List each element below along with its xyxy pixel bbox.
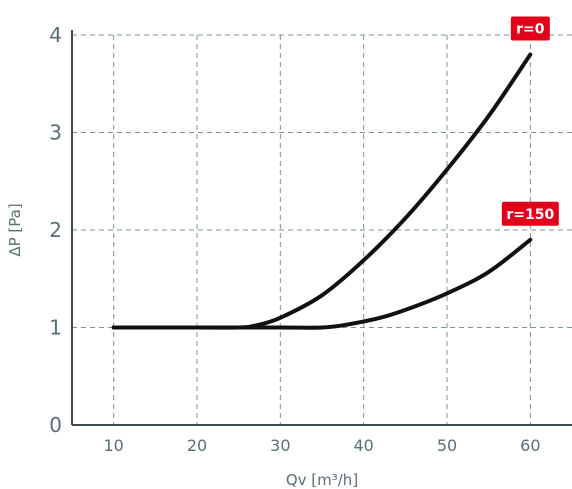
y-tick-label-0: 0 xyxy=(49,413,62,437)
y-tick-label-3: 3 xyxy=(49,121,62,145)
x-tick-label-30: 30 xyxy=(270,436,290,455)
x-tick-label-10: 10 xyxy=(103,436,123,455)
y-tick-label-4: 4 xyxy=(49,23,62,47)
series-line-r-150 xyxy=(111,237,533,330)
series-label-badge xyxy=(510,16,550,41)
y-axis-title: ΔP [Pa] xyxy=(6,203,24,256)
series-line-r-0 xyxy=(111,52,533,330)
x-tick-label-20: 20 xyxy=(187,436,207,455)
x-tick-label-40: 40 xyxy=(353,436,373,455)
tick-labels: 10 20 30 40 50 60 0 1 2 3 4 xyxy=(49,23,540,455)
x-tick-label-50: 50 xyxy=(437,436,457,455)
series-label-r-150: r=150 xyxy=(501,201,559,226)
series-label-badge xyxy=(501,201,559,226)
series-label-text: r=0 xyxy=(516,22,545,38)
series-label-text: r=150 xyxy=(506,207,554,223)
y-tick-label-2: 2 xyxy=(49,218,62,242)
grid xyxy=(72,34,572,425)
series xyxy=(111,52,533,330)
series-labels: r=0 r=150 xyxy=(501,16,559,226)
axes xyxy=(71,30,572,426)
series-label-r-0: r=0 xyxy=(510,16,550,41)
x-axis-title: Qv [m³/h] xyxy=(286,471,358,489)
x-tick-label-60: 60 xyxy=(520,436,540,455)
y-tick-label-1: 1 xyxy=(49,316,62,340)
